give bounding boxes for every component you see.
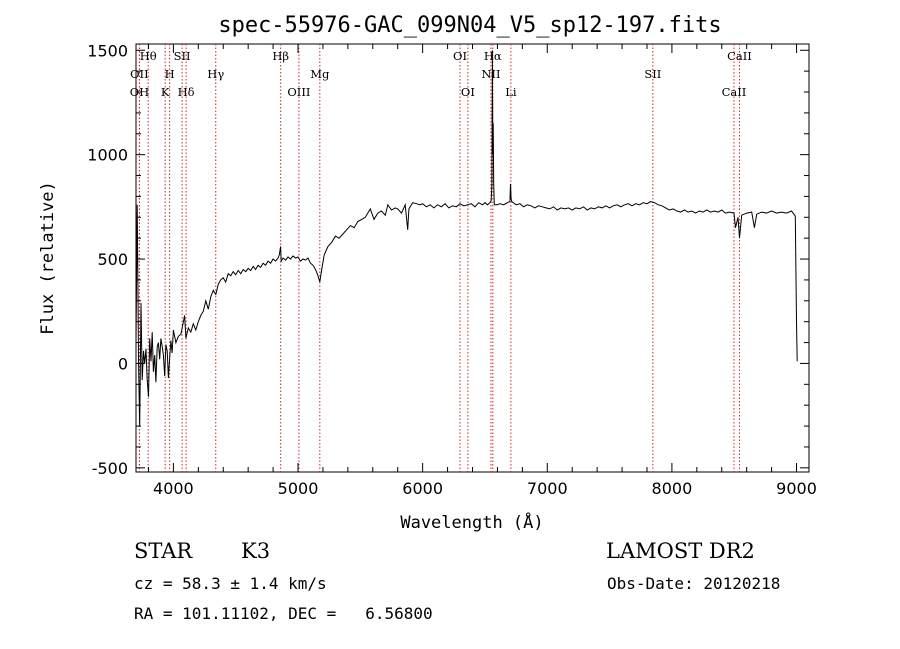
spectral-line-label: NII — [481, 67, 500, 81]
y-tick-label: 0 — [118, 354, 128, 373]
spectral-line-label: K — [161, 85, 170, 99]
x-tick-label: 8000 — [652, 479, 693, 498]
chart-title: spec-55976-GAC_099N04_V5_sp12-197.fits — [218, 13, 721, 38]
y-axis-label: Flux (relative) — [38, 181, 58, 335]
survey-name: LAMOST DR2 — [606, 539, 755, 563]
spectral-line-label: Hδ — [178, 85, 195, 99]
spectral-line-label: OIII — [287, 85, 310, 99]
y-tick-label: 500 — [97, 250, 128, 269]
x-tick-label: 7000 — [527, 479, 568, 498]
spectrum-line — [135, 50, 798, 427]
object-subclass: K3 — [241, 539, 271, 563]
coordinates-line: RA = 101.11102, DEC = 6.56800 — [134, 604, 433, 623]
spectral-line-label: CaII — [727, 49, 752, 63]
x-tick-label: 9000 — [776, 479, 817, 498]
x-tick-label: 4000 — [153, 479, 194, 498]
axis-ticks: 4000 5000 6000 7000 8000 9000 -500 0 500 1000 1500 — [87, 41, 817, 498]
spectral-line-label: Hβ — [272, 49, 289, 63]
spectral-line-label: H — [165, 67, 175, 81]
spectral-line-label: OI — [453, 49, 467, 63]
spectral-line-label: SII — [174, 49, 191, 63]
spectral-line-label: SII — [644, 67, 661, 81]
redshift-line: cz = 58.3 ± 1.4 km/s — [134, 574, 327, 593]
x-tick-label: 6000 — [402, 479, 443, 498]
spectral-line-label: Hγ — [207, 67, 224, 81]
spectral-line-label: Li — [505, 85, 517, 99]
y-tick-label: 1000 — [87, 146, 128, 165]
spectral-line-label: OI — [461, 85, 475, 99]
spectral-line-label: Mg — [310, 67, 330, 81]
spectral-line-label: OII — [130, 67, 149, 81]
object-class: STAR — [134, 539, 193, 563]
plot-frame — [135, 43, 810, 473]
obs-date-line: Obs-Date: 20120218 — [607, 574, 781, 593]
x-tick-label: 5000 — [278, 479, 319, 498]
spectral-line-label: Hθ — [140, 49, 157, 63]
y-tick-label: -500 — [92, 459, 128, 478]
x-axis-label: Wavelength (Å) — [400, 511, 543, 533]
spectral-line-label: CaII — [722, 85, 747, 99]
y-tick-label: 1500 — [87, 41, 128, 60]
spectral-line-label: Hα — [484, 49, 502, 63]
